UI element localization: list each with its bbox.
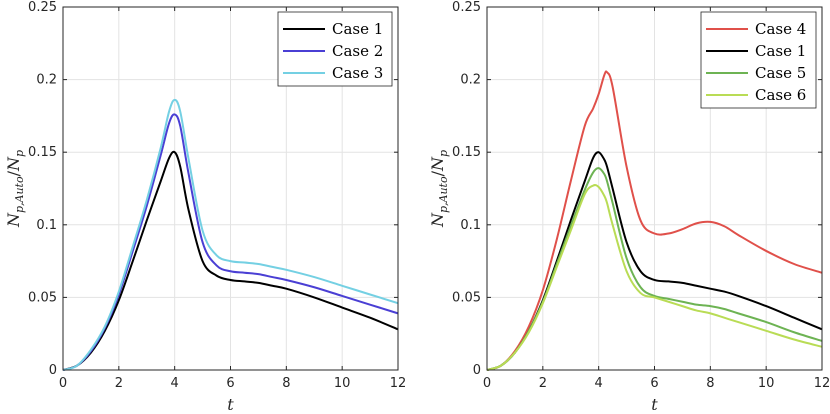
chart-panel-2: 0 2 4 6 8 10 12 0 0.05 0.1 0.15 0.2 0.25 t Np,Auto/Np C… xyxy=(428,0,830,414)
y-tick-label: 0 xyxy=(473,363,481,378)
y-axis-label: Np,Auto/Np xyxy=(4,150,26,228)
legend: Case 4 Case 1 Case 5 Case 6 xyxy=(700,11,817,109)
legend: Case 1 Case 2 Case 3 xyxy=(277,11,393,87)
x-tick-label: 12 xyxy=(814,376,830,391)
chart-panel-1: 0 2 4 6 8 10 12 0 0.05 0.1 0.15 0.2 0.25 t Np,Auto/Np C… xyxy=(4,0,406,414)
series-line-case-3 xyxy=(62,98,399,371)
x-axis-label: t xyxy=(227,395,234,414)
x-tick-label: 6 xyxy=(650,376,658,391)
x-axis-label: t xyxy=(651,395,658,414)
y-tick-label: 0.05 xyxy=(28,290,57,305)
x-tick-label: 10 xyxy=(334,376,351,391)
x-tick-label: 10 xyxy=(758,376,775,391)
x-tick-label: 8 xyxy=(282,376,290,391)
x-tick-label: 12 xyxy=(390,376,407,391)
legend-entry: Case 2 xyxy=(332,42,383,60)
y-tick-label: 0.1 xyxy=(460,218,481,233)
legend-entry: Case 6 xyxy=(755,86,806,104)
series-line-case-4 xyxy=(486,70,823,371)
x-tick-label: 2 xyxy=(539,376,547,391)
x-tick-label: 8 xyxy=(706,376,714,391)
y-tick-label: 0.05 xyxy=(452,290,481,305)
y-tick-label: 0.25 xyxy=(452,0,481,15)
y-tick-label: 0.1 xyxy=(36,218,57,233)
legend-entry: Case 1 xyxy=(755,42,806,60)
x-tick-label: 6 xyxy=(226,376,234,391)
x-tick-label: 2 xyxy=(115,376,123,391)
x-tick-label: 0 xyxy=(483,376,491,391)
y-tick-label: 0 xyxy=(49,363,57,378)
series-line-case-1 xyxy=(62,150,399,371)
y-tick-label: 0.25 xyxy=(28,0,57,15)
x-tick-label: 4 xyxy=(171,376,179,391)
y-tick-label: 0.2 xyxy=(460,73,481,88)
legend-entry: Case 4 xyxy=(755,20,806,38)
legend-entry: Case 3 xyxy=(332,64,383,82)
y-tick-label: 0.2 xyxy=(36,73,57,88)
y-tick-label: 0.15 xyxy=(452,145,481,160)
x-tick-label: 4 xyxy=(595,376,603,391)
y-axis-label: Np,Auto/Np xyxy=(428,150,450,228)
x-tick-label: 0 xyxy=(59,376,67,391)
legend-entry: Case 1 xyxy=(332,20,383,38)
y-tick-label: 0.15 xyxy=(28,145,57,160)
legend-entry: Case 5 xyxy=(755,64,806,82)
series-line-case-6 xyxy=(486,184,823,371)
